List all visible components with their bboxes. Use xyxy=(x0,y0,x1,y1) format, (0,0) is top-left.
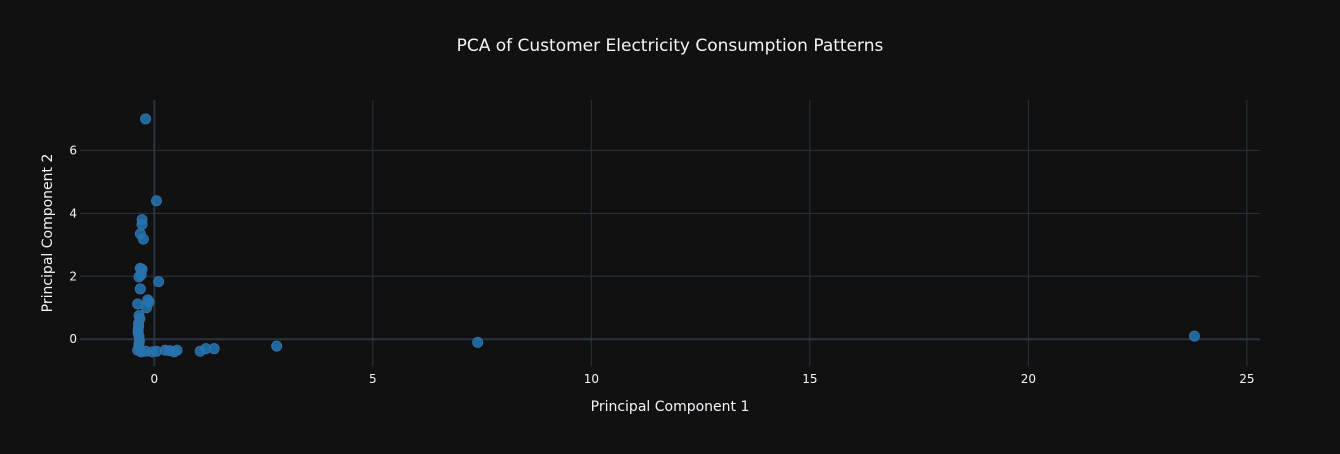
x-tick-label: 25 xyxy=(1239,372,1254,386)
x-axis-label: Principal Component 1 xyxy=(591,399,750,415)
data-point xyxy=(136,218,148,230)
x-tick-label: 10 xyxy=(584,372,599,386)
y-tick-label: 2 xyxy=(69,269,77,283)
tick-labels-layer: 0 5 10 15 20 25 0 2 4 6 xyxy=(69,143,1254,386)
data-point xyxy=(140,302,152,314)
data-point xyxy=(137,233,149,245)
data-point xyxy=(171,344,183,356)
x-tick-label: 20 xyxy=(1021,372,1036,386)
data-point xyxy=(271,340,283,352)
x-tick-label: 15 xyxy=(802,372,817,386)
points-layer xyxy=(132,113,1200,358)
data-point xyxy=(208,343,220,355)
data-point xyxy=(134,283,146,295)
x-tick-label: 0 xyxy=(150,372,158,386)
data-point xyxy=(133,271,145,283)
x-tick-label: 5 xyxy=(369,372,377,386)
data-point xyxy=(153,276,165,288)
data-point xyxy=(1188,330,1200,342)
chart-title: PCA of Customer Electricity Consumption … xyxy=(457,36,884,56)
data-point xyxy=(472,336,484,348)
y-tick-label: 0 xyxy=(69,332,77,346)
y-axis-label: Principal Component 2 xyxy=(40,154,56,313)
y-tick-label: 4 xyxy=(69,206,77,220)
grid-layer xyxy=(80,100,1260,366)
data-point xyxy=(140,113,152,125)
y-tick-label: 6 xyxy=(69,143,77,157)
data-point xyxy=(150,195,162,207)
